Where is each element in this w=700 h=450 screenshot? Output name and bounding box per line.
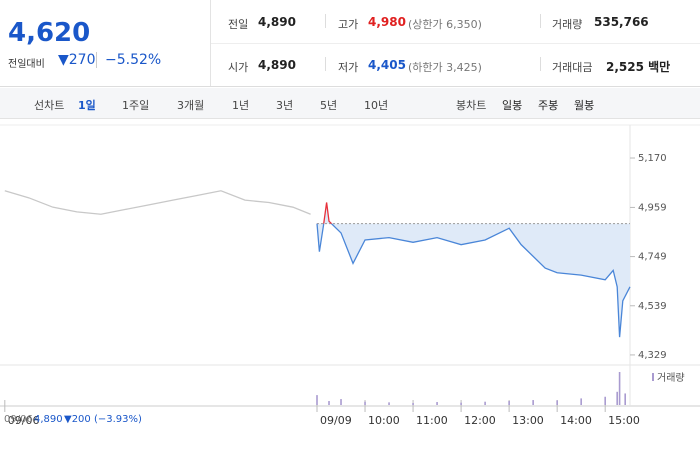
price: 4,620 [8, 18, 91, 48]
tab[interactable]: 5년 [320, 99, 338, 112]
tab[interactable]: 주봉 [538, 99, 559, 112]
volume-bar [556, 400, 558, 405]
tab[interactable]: 월봉 [574, 99, 595, 112]
y-tick-label: 4,749 [638, 252, 667, 263]
volume-bar [460, 402, 462, 405]
tab[interactable]: 1일 [78, 99, 96, 112]
header [0, 0, 700, 87]
legend-swatch [652, 373, 654, 381]
tab[interactable]: 1주일 [122, 99, 150, 112]
stat-label: 거래대금 [552, 61, 593, 74]
stat-value: 4,980 [368, 15, 406, 29]
tab[interactable]: 3년 [276, 99, 294, 112]
stat-value: 535,766 [594, 15, 649, 29]
y-tick-label: 4,959 [638, 202, 667, 213]
volume-bar [618, 372, 621, 405]
stat-value: 4,890 [258, 58, 296, 72]
divider [540, 14, 541, 28]
tab[interactable]: 일봉 [502, 99, 523, 112]
volume-bar [388, 402, 390, 405]
volume-bar [340, 399, 342, 405]
y-tick-label: 4,539 [638, 301, 667, 312]
volume-bar [508, 401, 510, 405]
price-line [316, 223, 631, 338]
change-label: 전일대비 [8, 59, 45, 70]
volume-bar [364, 401, 366, 405]
price-line-up [317, 202, 333, 224]
tab-label: 봉차트 [456, 99, 487, 112]
stat-label: 고가 [338, 18, 359, 31]
volume-bar [624, 393, 626, 405]
stat-note: (상한가 6,350) [408, 18, 482, 31]
volume-bar [436, 402, 438, 405]
volume-bar [412, 403, 414, 405]
tab[interactable]: 10년 [364, 99, 389, 112]
divider [210, 0, 211, 86]
price-line [4, 190, 311, 215]
stat-label: 전일 [228, 18, 249, 31]
x-tick-label: 12:00 [464, 414, 496, 427]
stat-note: (하한가 3,425) [408, 61, 482, 74]
divider [325, 57, 326, 71]
change: ▼270 [58, 52, 96, 68]
tab-bar [0, 88, 700, 119]
x-tick-label: 09/09 [320, 414, 352, 427]
stat-label: 시가 [228, 61, 249, 74]
stat-label: 저가 [338, 61, 359, 74]
volume-bar [604, 396, 606, 405]
x-tick-label: 15:00 [608, 414, 640, 427]
x-tick-label: 14:00 [560, 414, 592, 427]
volume-bar [316, 395, 318, 405]
stat-value: 4,405 [368, 58, 406, 72]
stat-label: 거래량 [552, 18, 583, 31]
y-tick-label: 5,170 [638, 153, 667, 164]
rate: −5.52% [96, 52, 161, 68]
volume-bar [616, 391, 618, 405]
x-tick-label: 11:00 [416, 414, 448, 427]
volume-bar [532, 400, 534, 405]
y-tick-label: 4,329 [638, 350, 667, 361]
stat-value: 4,890 [258, 15, 296, 29]
volume-bar [484, 401, 486, 405]
tab-label: 선차트 [34, 99, 65, 112]
divider [211, 43, 700, 44]
x-tick-label: 13:00 [512, 414, 544, 427]
divider [540, 57, 541, 71]
volume-bar [328, 401, 330, 405]
area [317, 202, 630, 338]
x-tick-label: 09/06 [8, 414, 40, 427]
tab[interactable]: 1년 [232, 99, 250, 112]
tab[interactable]: 3개월 [177, 99, 205, 112]
legend-label: 거래량 [657, 372, 685, 384]
volume-bar [580, 398, 582, 405]
footer-date: 09/06 [4, 414, 33, 425]
divider [325, 14, 326, 28]
stat-value: 2,525 백만 [606, 60, 671, 74]
footer-change: ▼200 (−3.93%) [64, 414, 142, 425]
x-tick-label: 10:00 [368, 414, 400, 427]
footer-price: 4,890 [34, 414, 63, 425]
